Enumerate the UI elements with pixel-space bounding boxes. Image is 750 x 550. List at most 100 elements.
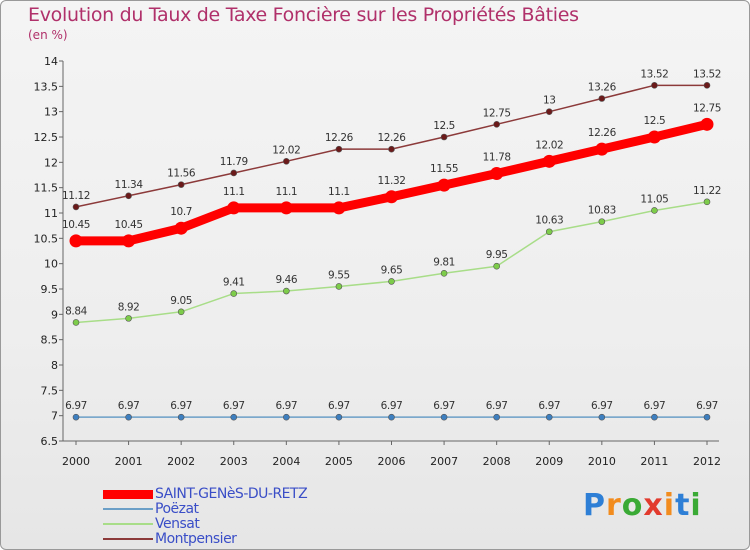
logo-letter: x [643, 488, 664, 523]
data-label: 12.75 [693, 102, 721, 114]
y-tick-label: 13 [44, 106, 58, 119]
legend-item: Montpensier [103, 531, 237, 547]
data-label: 6.97 [591, 400, 613, 412]
data-point [335, 145, 343, 153]
data-label: 9.81 [433, 256, 455, 268]
data-label: 6.97 [170, 400, 192, 412]
x-tick-label: 2009 [535, 455, 563, 468]
data-point [388, 145, 395, 153]
x-tick-label: 2006 [378, 455, 406, 468]
data-label: 12.5 [433, 120, 455, 132]
data-point [703, 82, 711, 89]
data-point [595, 142, 609, 156]
data-point [177, 181, 185, 188]
data-point [69, 234, 83, 248]
legend-label: Montpensier [155, 531, 237, 547]
data-label: 6.97 [381, 400, 403, 412]
data-point [493, 262, 500, 270]
x-tick-label: 2010 [588, 455, 616, 468]
data-label: 6.97 [644, 400, 666, 412]
data-point [542, 154, 556, 168]
legend-item: Poëzat [103, 502, 199, 516]
data-label: 6.97 [118, 400, 140, 412]
data-point [227, 201, 241, 215]
data-point [651, 413, 658, 421]
data-point [437, 178, 451, 192]
y-tick-label: 13.5 [34, 80, 59, 93]
x-tick-label: 2007 [430, 455, 458, 468]
data-point [440, 413, 448, 421]
data-label: 11.32 [377, 175, 405, 187]
legend-item: Vensat [103, 517, 200, 531]
x-tick-label: 2003 [220, 455, 248, 468]
y-tick-label: 9 [51, 308, 58, 321]
data-point [385, 190, 398, 204]
logo-letter: i [663, 488, 676, 523]
data-label: 10.83 [588, 205, 616, 217]
y-tick-label: 6.5 [41, 435, 59, 448]
x-tick-label: 2000 [62, 455, 90, 468]
x-tick-label: 2012 [693, 455, 721, 468]
data-label: 12.75 [483, 107, 511, 119]
data-label: 11.05 [640, 193, 668, 205]
data-label: 6.97 [223, 400, 245, 412]
data-point [651, 207, 658, 214]
data-label: 13 [543, 95, 556, 107]
data-point [335, 283, 343, 290]
data-point [388, 413, 395, 421]
legend-label: SAINT-GENèS-DU-RETZ [155, 486, 308, 502]
data-point [700, 117, 714, 131]
data-point [651, 82, 658, 89]
x-tick-label: 2011 [640, 455, 668, 468]
x-tick-label: 2002 [167, 455, 195, 468]
logo-letter: r [606, 488, 622, 523]
legend-item: SAINT-GENèS-DU-RETZ [103, 486, 308, 502]
chart-subtitle: (en %) [28, 28, 68, 42]
y-tick-label: 11.5 [34, 182, 59, 195]
data-label: 8.92 [118, 301, 140, 313]
data-label: 11.12 [62, 190, 90, 202]
data-point [230, 169, 238, 177]
data-point [598, 413, 606, 421]
legend-swatch [103, 538, 153, 540]
data-point [230, 413, 238, 421]
y-tick-label: 8 [51, 359, 58, 372]
legend-label: Poëzat [155, 501, 199, 517]
x-tick-label: 2001 [115, 455, 143, 468]
data-label: 9.46 [275, 274, 297, 286]
data-label: 11.56 [167, 168, 196, 180]
data-point [332, 201, 346, 215]
y-tick-label: 8.5 [41, 334, 59, 347]
data-point [125, 315, 132, 322]
data-point [440, 269, 448, 277]
y-tick-label: 7 [51, 410, 58, 423]
legend-swatch [103, 523, 153, 525]
data-point [177, 308, 185, 316]
data-point [493, 413, 500, 421]
data-point [279, 201, 293, 215]
data-label: 11.1 [223, 186, 245, 198]
data-point [122, 234, 136, 248]
data-label: 10.45 [62, 219, 90, 231]
logo-letter: o [621, 488, 644, 523]
data-label: 9.55 [328, 269, 350, 281]
data-label: 11.34 [115, 179, 144, 191]
y-tick-label: 12 [44, 156, 58, 169]
data-point [545, 228, 553, 236]
y-tick-label: 10 [44, 258, 58, 271]
proxiti-logo: Proxiti [583, 488, 702, 523]
data-label: 13.52 [693, 68, 721, 80]
data-point [72, 203, 80, 211]
data-label: 6.97 [65, 400, 87, 412]
data-label: 12.26 [377, 132, 406, 144]
data-point [703, 413, 711, 421]
x-tick-label: 2005 [325, 455, 353, 468]
data-label: 11.55 [430, 163, 458, 175]
data-label: 13.52 [640, 68, 668, 80]
y-tick-label: 12.5 [34, 131, 59, 144]
data-label: 9.05 [170, 295, 192, 307]
data-label: 12.02 [535, 139, 563, 151]
data-label: 9.41 [223, 277, 245, 289]
data-label: 12.26 [325, 132, 354, 144]
